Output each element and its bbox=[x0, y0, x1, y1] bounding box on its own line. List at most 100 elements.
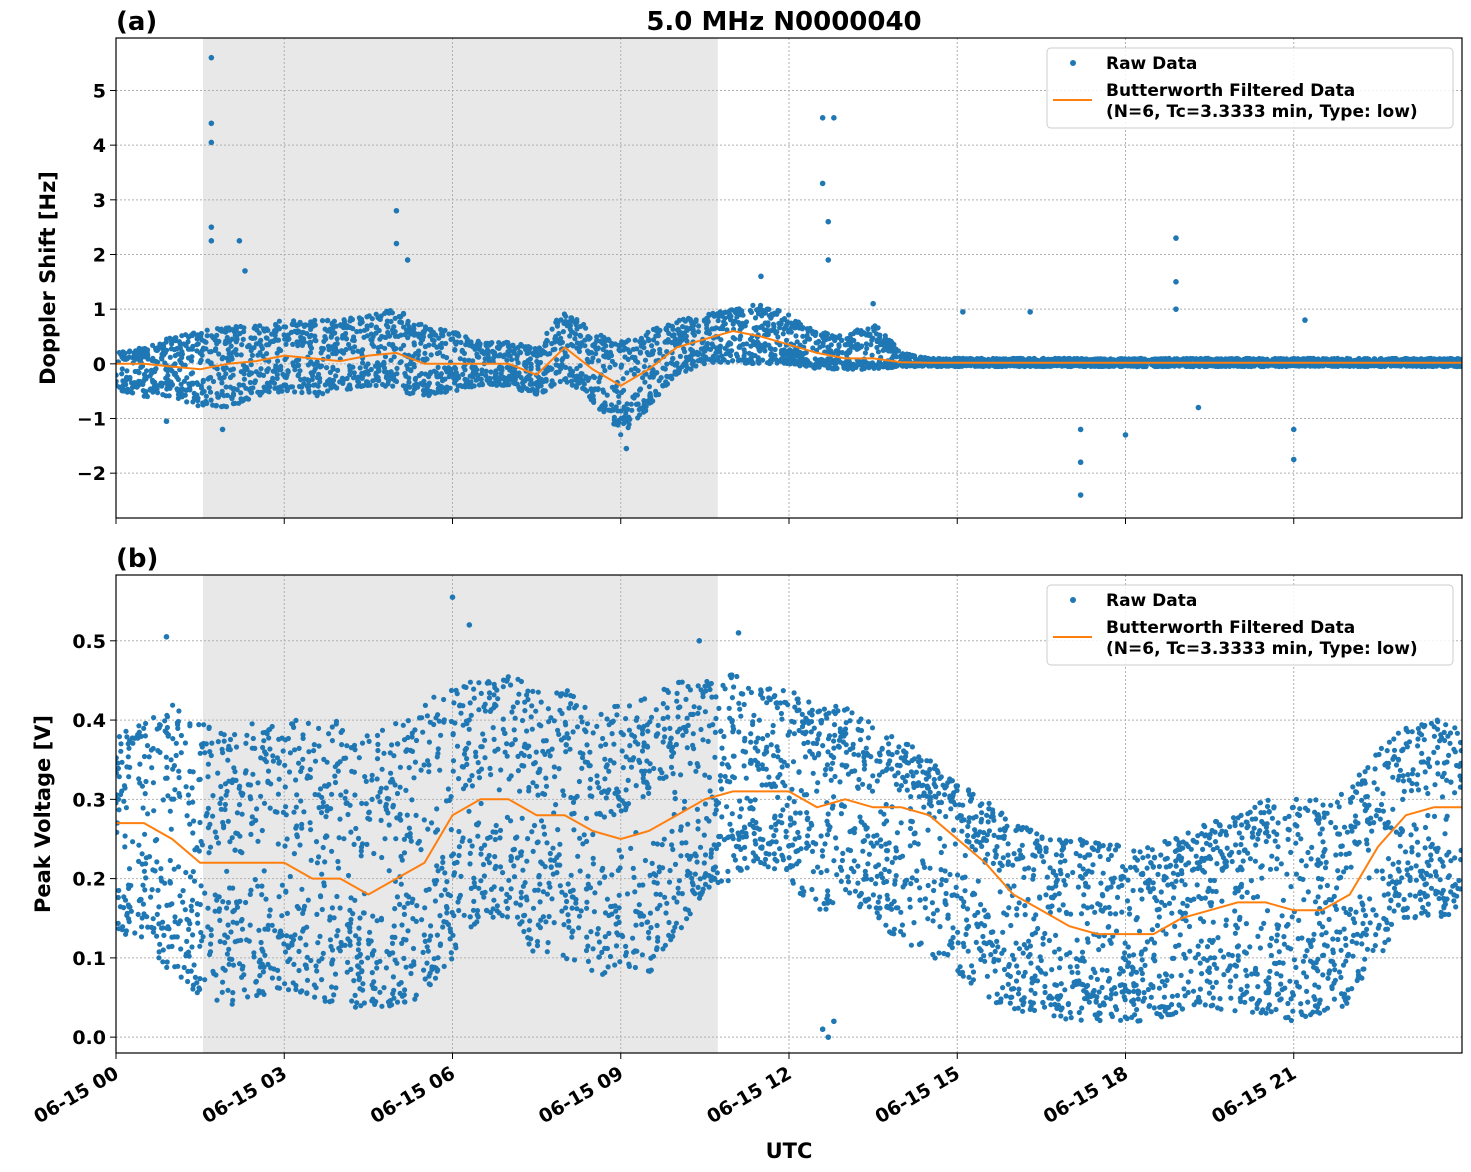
raw-data-point bbox=[294, 832, 300, 838]
raw-data-point bbox=[175, 391, 182, 398]
raw-data-point bbox=[284, 372, 290, 378]
raw-data-point bbox=[514, 381, 520, 387]
raw-data-point bbox=[848, 331, 854, 338]
raw-data-point bbox=[119, 371, 125, 377]
raw-data-point bbox=[393, 378, 400, 385]
raw-data-point bbox=[816, 357, 823, 363]
raw-data-point bbox=[215, 840, 222, 846]
raw-data-point bbox=[261, 738, 267, 744]
raw-data-point bbox=[229, 327, 236, 333]
raw-data-point bbox=[1310, 363, 1316, 369]
raw-data-point bbox=[839, 350, 846, 356]
raw-data-point bbox=[761, 345, 767, 351]
raw-data-point bbox=[236, 400, 242, 406]
raw-data-point bbox=[152, 868, 158, 874]
raw-data-point bbox=[748, 309, 755, 315]
raw-data-point bbox=[190, 399, 196, 405]
raw-data-point bbox=[260, 744, 266, 751]
raw-data-point bbox=[207, 844, 214, 850]
raw-data-point bbox=[759, 323, 765, 329]
raw-data-point bbox=[649, 348, 656, 354]
raw-data-point bbox=[1173, 279, 1179, 285]
raw-data-point bbox=[150, 929, 156, 935]
raw-data-point bbox=[489, 348, 495, 355]
raw-data-point bbox=[876, 332, 883, 338]
raw-data-point bbox=[285, 987, 292, 993]
raw-data-point bbox=[141, 753, 148, 760]
raw-data-point bbox=[267, 805, 273, 811]
raw-data-point bbox=[504, 357, 510, 363]
raw-data-point bbox=[569, 382, 575, 388]
raw-data-point bbox=[509, 357, 515, 363]
raw-data-point bbox=[210, 378, 217, 385]
raw-data-point bbox=[220, 819, 226, 826]
raw-data-point bbox=[732, 336, 738, 342]
raw-data-point bbox=[807, 361, 814, 367]
raw-data-point bbox=[470, 343, 476, 349]
raw-data-point bbox=[461, 357, 468, 363]
raw-data-point bbox=[296, 383, 303, 390]
raw-data-point bbox=[825, 218, 832, 225]
raw-data-point bbox=[259, 961, 265, 967]
raw-data-point bbox=[741, 356, 747, 362]
raw-data-point bbox=[116, 796, 122, 802]
raw-data-point bbox=[365, 361, 371, 367]
raw-data-point bbox=[275, 841, 281, 847]
raw-data-point bbox=[124, 388, 130, 394]
raw-data-point bbox=[197, 359, 203, 366]
raw-data-point bbox=[188, 903, 194, 909]
raw-data-point bbox=[172, 914, 178, 920]
raw-data-point bbox=[836, 343, 842, 349]
raw-data-point bbox=[344, 323, 350, 329]
raw-data-point bbox=[243, 768, 249, 774]
raw-data-point bbox=[189, 897, 196, 903]
raw-data-point bbox=[122, 844, 128, 850]
raw-data-point bbox=[178, 946, 184, 952]
raw-data-point bbox=[677, 340, 683, 346]
raw-data-point bbox=[180, 899, 186, 905]
raw-data-point bbox=[195, 403, 201, 409]
raw-data-point bbox=[340, 332, 346, 339]
raw-data-point bbox=[138, 364, 144, 370]
raw-data-point bbox=[553, 362, 559, 368]
raw-data-point bbox=[649, 370, 655, 376]
raw-data-point bbox=[239, 974, 245, 980]
raw-data-point bbox=[292, 367, 298, 373]
raw-data-point bbox=[139, 924, 145, 930]
raw-data-point bbox=[515, 344, 521, 350]
raw-data-point bbox=[194, 392, 200, 398]
raw-data-point bbox=[140, 901, 146, 907]
raw-data-point bbox=[199, 390, 205, 396]
raw-data-point bbox=[398, 346, 404, 352]
raw-data-point bbox=[571, 373, 577, 379]
raw-data-point bbox=[574, 326, 580, 332]
raw-data-point bbox=[385, 373, 391, 379]
raw-data-point bbox=[219, 989, 225, 995]
raw-data-point bbox=[387, 308, 393, 314]
raw-data-point bbox=[157, 722, 163, 728]
raw-data-point bbox=[210, 402, 216, 408]
raw-data-point bbox=[218, 783, 224, 790]
raw-data-point bbox=[562, 353, 569, 359]
raw-data-point bbox=[124, 368, 130, 374]
raw-data-point bbox=[169, 943, 175, 950]
raw-data-point bbox=[413, 375, 419, 381]
raw-data-point bbox=[382, 354, 389, 360]
raw-data-point bbox=[239, 926, 246, 932]
y-tick-label: 0 bbox=[93, 354, 106, 376]
raw-data-point bbox=[285, 385, 291, 391]
raw-data-point bbox=[483, 368, 489, 374]
raw-data-point bbox=[257, 323, 263, 329]
raw-data-point bbox=[467, 373, 473, 379]
raw-data-point bbox=[703, 346, 709, 352]
raw-data-point bbox=[197, 943, 203, 949]
raw-data-point bbox=[696, 323, 702, 329]
raw-data-point bbox=[151, 715, 157, 721]
raw-data-point bbox=[262, 926, 268, 932]
raw-data-point bbox=[549, 341, 555, 347]
raw-data-point bbox=[488, 369, 494, 375]
raw-data-point bbox=[398, 313, 404, 319]
raw-data-point bbox=[422, 324, 429, 330]
raw-data-point bbox=[728, 307, 734, 313]
raw-data-point bbox=[191, 962, 197, 968]
